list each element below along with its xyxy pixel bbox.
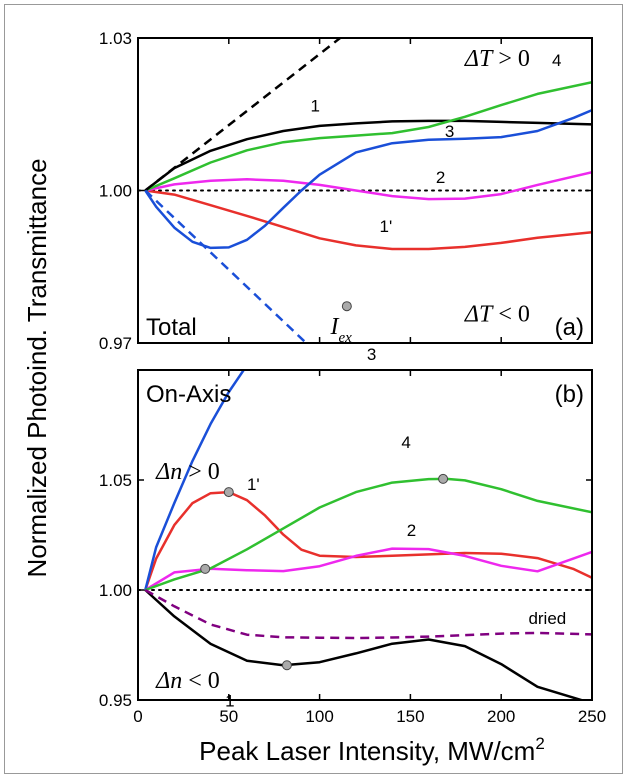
series-line-guide-5	[144, 38, 343, 192]
series-line-4	[144, 80, 592, 192]
x-tick-label: 250	[578, 707, 606, 726]
curve-label: dried	[528, 609, 566, 628]
x-axis-label-text: Peak Laser Intensity, MW/cm	[199, 736, 535, 766]
series-line-1p	[145, 189, 592, 251]
condition-operator: < 0	[492, 302, 530, 328]
annotation-iex: Iex	[329, 314, 352, 346]
curve-label: 4	[401, 433, 410, 452]
annotation-sub: ex	[338, 330, 352, 346]
condition-operator: > 0	[492, 46, 530, 72]
panel-label: (a)	[555, 314, 584, 341]
x-tick-label: 0	[133, 707, 142, 726]
curve-label: 1'	[247, 475, 260, 494]
curve-label: 3	[367, 345, 376, 364]
y-tick-label: 1.05	[99, 471, 132, 490]
x-axis-label-superscript: 2	[535, 734, 544, 753]
data-marker	[438, 473, 449, 484]
y-tick-label: 0.97	[99, 334, 132, 353]
condition-variable: Δn	[155, 459, 182, 485]
x-tick-label: 50	[219, 707, 238, 726]
series-line-4	[144, 477, 592, 592]
curve-label: 1'	[380, 217, 393, 236]
condition-label: ΔT > 0	[464, 46, 530, 72]
series-line-2	[145, 170, 592, 201]
panel-label: (b)	[555, 381, 584, 408]
series-line-1	[144, 119, 592, 192]
x-tick-label: 200	[487, 707, 515, 726]
data-marker	[341, 301, 352, 312]
curve-label: 2	[407, 521, 416, 540]
condition-label: Δn < 0	[155, 668, 220, 694]
condition-operator: > 0	[182, 459, 220, 485]
series-line-3	[144, 370, 246, 591]
annotation-main: I	[329, 314, 339, 340]
curve-label: 4	[552, 51, 561, 70]
series-line-1p	[144, 490, 592, 591]
y-tick-label: 1.00	[99, 581, 132, 600]
condition-variable: ΔT	[464, 302, 494, 328]
panel-title: Total	[146, 314, 197, 341]
data-marker	[223, 487, 234, 498]
plot-frame	[137, 369, 593, 701]
series-line-3	[144, 109, 592, 250]
curve-label: 3	[445, 122, 454, 141]
condition-variable: ΔT	[464, 46, 494, 72]
series-line-1	[144, 589, 586, 700]
x-tick-label: 100	[305, 707, 333, 726]
y-tick-label: 1.00	[99, 182, 132, 201]
y-tick-label: 0.95	[99, 691, 132, 710]
y-tick-label: 1.03	[99, 29, 132, 48]
data-marker	[200, 563, 211, 574]
condition-label: Δn > 0	[155, 459, 220, 485]
x-tick-label: 150	[396, 707, 424, 726]
condition-operator: < 0	[182, 668, 220, 694]
condition-variable: Δn	[155, 668, 182, 694]
figure-frame	[4, 4, 623, 774]
series-line-guide-6	[144, 189, 308, 343]
condition-label: ΔT < 0	[464, 302, 530, 328]
y-axis-label: Normalized Photoind. Transmittance	[22, 158, 52, 577]
x-axis: 0 50 100 150 200 250	[133, 707, 606, 726]
curve-label: 1	[311, 97, 320, 116]
data-marker	[281, 660, 292, 671]
curve-label: 2	[436, 168, 445, 187]
series-line-2	[144, 547, 592, 592]
panel-title: On-Axis	[146, 381, 231, 408]
series-line-dried	[144, 588, 592, 640]
curve-label: 1	[225, 692, 234, 711]
x-axis-label: Peak Laser Intensity, MW/cm2	[199, 734, 545, 766]
